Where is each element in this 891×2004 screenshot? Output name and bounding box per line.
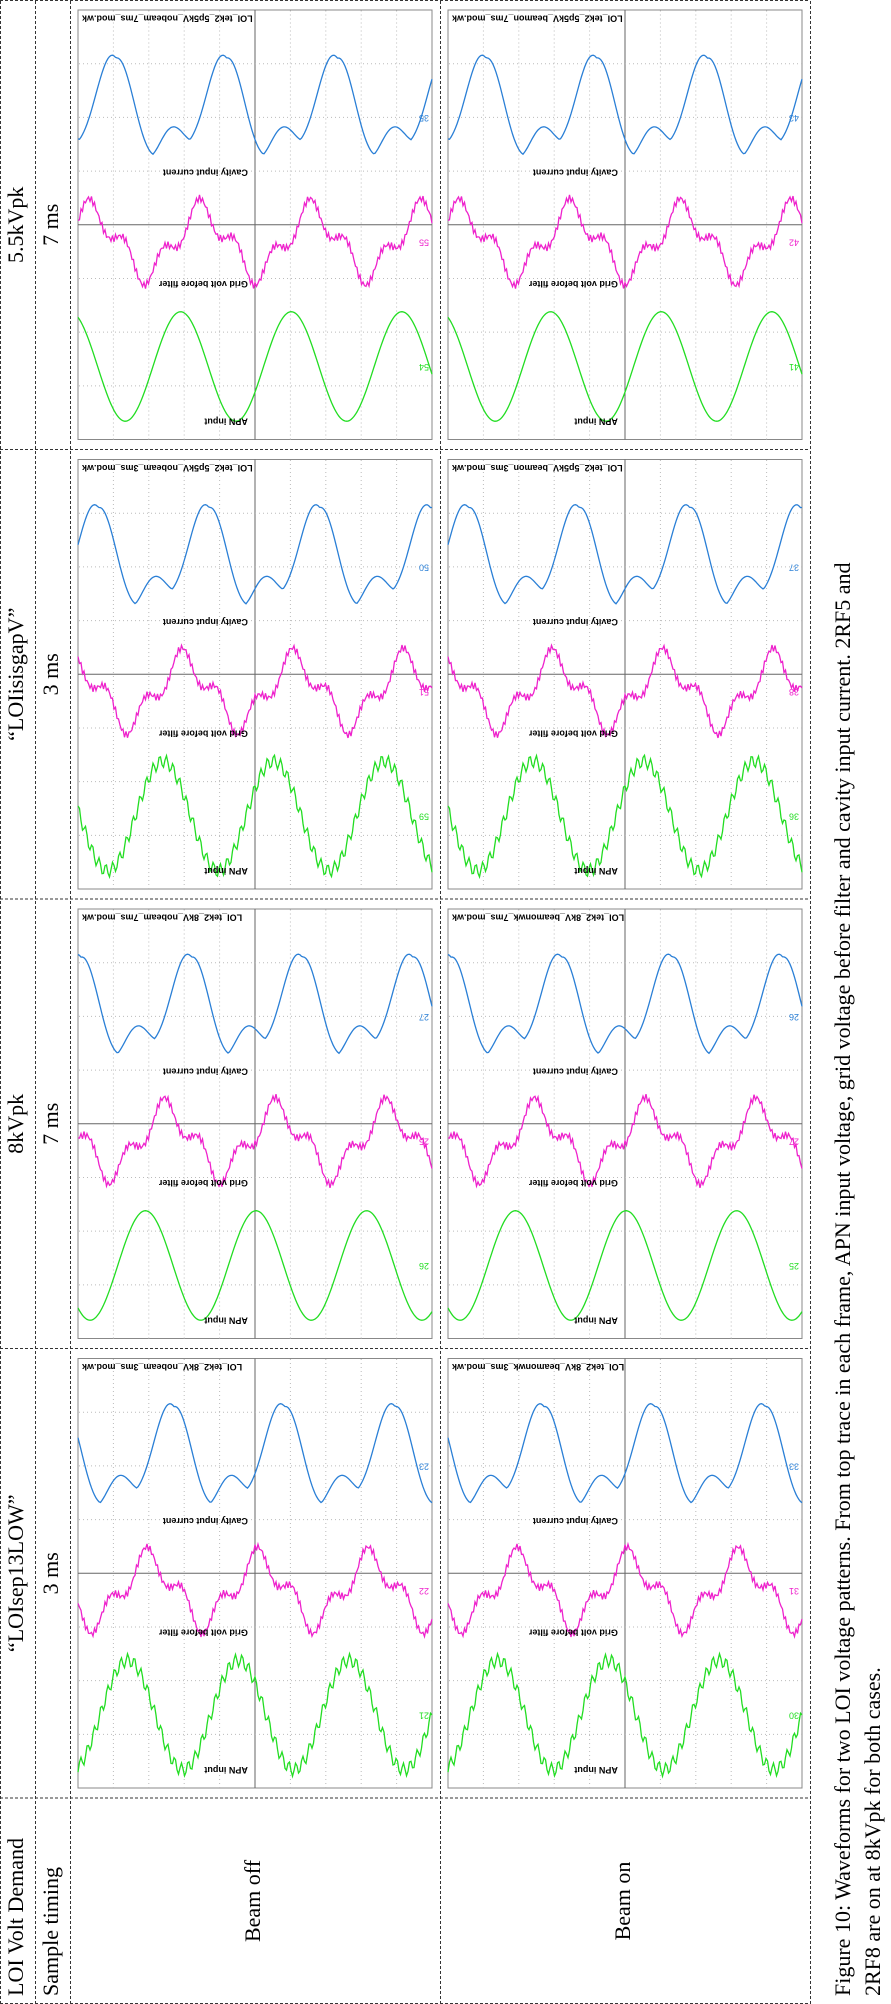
channel-marker: 43 <box>789 113 799 123</box>
page: LOI Volt Demand “LOIsep13LOW” 8kVpk “LOIisi… <box>0 0 891 2004</box>
header-cell: 8kVpk <box>3 1094 28 1154</box>
channel-marker: 54 <box>419 362 429 372</box>
scope-screen: APN input 25 Grid volt before filter 27 Cavi… <box>448 909 802 1339</box>
header-cell: “LOIsep13LOW” <box>3 1494 28 1652</box>
header-cell: “LOIisisgapV” <box>3 608 28 741</box>
trace-label: Cavity input current <box>163 1066 248 1076</box>
channel-marker: 50 <box>419 563 429 573</box>
trace-label: APN input <box>204 417 248 427</box>
scope-screen: APN input 54 Grid volt before filter 55 Cavi… <box>78 10 432 440</box>
trace-label: Grid volt before filter <box>158 729 248 739</box>
channel-marker: 33 <box>789 1462 799 1472</box>
caption-line: 2RF8 are on at 8kVpk for both cases. <box>860 1667 885 1996</box>
trace-label: APN input <box>574 1765 618 1775</box>
trace-label: Grid volt before filter <box>158 1178 248 1188</box>
trace-label: APN input <box>574 417 618 427</box>
timing-cell: 7 ms <box>38 204 63 246</box>
trace-label: Grid volt before filter <box>528 729 618 739</box>
scope-screen: APN input 26 Grid volt before filter 25 Cavi… <box>78 909 432 1339</box>
channel-marker: 22 <box>419 1586 429 1596</box>
row-label: Beam on <box>610 1862 635 1941</box>
channel-marker: 25 <box>419 1137 429 1147</box>
trace-label: APN input <box>574 1316 618 1326</box>
trace-label: Cavity input current <box>533 1516 618 1526</box>
file-name: LOI_tek2_5p5kV_beamon_7ms_mod.wk <box>451 14 623 24</box>
channel-marker: 36 <box>789 812 799 822</box>
channel-marker: 59 <box>419 812 429 822</box>
trace-label: Cavity input current <box>163 1516 248 1526</box>
channel-marker: 26 <box>789 1012 799 1022</box>
scope-screen: APN input 30 Grid volt before filter 31 Cavi… <box>448 1359 802 1789</box>
trace-label: Cavity input current <box>533 1066 618 1076</box>
channel-marker: 41 <box>789 362 799 372</box>
timing-cell: 7 ms <box>38 1103 63 1145</box>
channel-marker: 21 <box>419 1711 429 1721</box>
trace-label: APN input <box>204 1765 248 1775</box>
trace-label: Cavity input current <box>533 167 618 177</box>
trace-label: Grid volt before filter <box>158 279 248 289</box>
file-name: LOI_tek2_5p5kV_nobeam_7ms_mod.wk <box>81 14 253 24</box>
scope-screen: APN input 59 Grid volt before filter 51 Cavi… <box>78 460 432 890</box>
channel-marker: 42 <box>789 238 799 248</box>
trace-label: Grid volt before filter <box>528 1178 618 1188</box>
channel-marker: 26 <box>419 1261 429 1271</box>
channel-marker: 38 <box>789 687 799 697</box>
file-name: LOI_tek2_8kV_beamonwk_7ms_mod.wk <box>451 913 624 923</box>
channel-marker: 30 <box>789 1711 799 1721</box>
row-label: Beam off <box>240 1859 265 1942</box>
channel-marker: 23 <box>419 1462 429 1472</box>
row-label: Sample timing <box>38 1867 63 1996</box>
channel-marker: 55 <box>419 238 429 248</box>
timing-cell: 3 ms <box>38 653 63 695</box>
timing-cell: 3 ms <box>38 1552 63 1594</box>
trace-label: Cavity input current <box>163 167 248 177</box>
rotated-page: LOI Volt Demand “LOIsep13LOW” 8kVpk “LOIisi… <box>0 0 891 2004</box>
trace-label: APN input <box>204 1316 248 1326</box>
channel-marker: 51 <box>419 687 429 697</box>
channel-marker: 37 <box>789 563 799 573</box>
channel-marker: 35 <box>419 113 429 123</box>
trace-label: Cavity input current <box>533 617 618 627</box>
channel-marker: 27 <box>419 1012 429 1022</box>
scope-screen: APN input 36 Grid volt before filter 38 Cavi… <box>448 460 802 890</box>
header-cell: 5.5kVpk <box>3 187 28 263</box>
file-name: LOI_tek2_8kV_nobeam_3ms_mod.wk <box>81 1362 242 1372</box>
channel-marker: 27 <box>789 1137 799 1147</box>
trace-label: Grid volt before filter <box>528 279 618 289</box>
trace-label: APN input <box>574 866 618 876</box>
trace-label: Grid volt before filter <box>158 1628 248 1638</box>
channel-marker: 25 <box>789 1261 799 1271</box>
file-name: LOI_tek2_5p5kV_beamon_3ms_mod.wk <box>451 463 623 473</box>
file-name: LOI_tek2_5p5kV_nobeam_3ms_mod.wk <box>81 463 253 473</box>
file-name: LOI_tek2_8kV_beamonwk_3ms_mod.wk <box>451 1362 624 1372</box>
scope-screen: APN input 41 Grid volt before filter 42 Cavi… <box>448 10 802 440</box>
file-name: LOI_tek2_8kV_nobeam_7ms_mod.wk <box>81 913 242 923</box>
trace-label: APN input <box>204 866 248 876</box>
scope-screen: APN input 21 Grid volt before filter 22 Cavi… <box>78 1359 432 1789</box>
caption-line: Figure 10: Waveforms for two LOI voltage… <box>830 562 855 1996</box>
figure-table: LOI Volt Demand “LOIsep13LOW” 8kVpk “LOIisi… <box>0 0 891 2004</box>
channel-marker: 31 <box>789 1586 799 1596</box>
header-label: LOI Volt Demand <box>3 1838 28 1996</box>
trace-label: Grid volt before filter <box>528 1628 618 1638</box>
trace-label: Cavity input current <box>163 617 248 627</box>
